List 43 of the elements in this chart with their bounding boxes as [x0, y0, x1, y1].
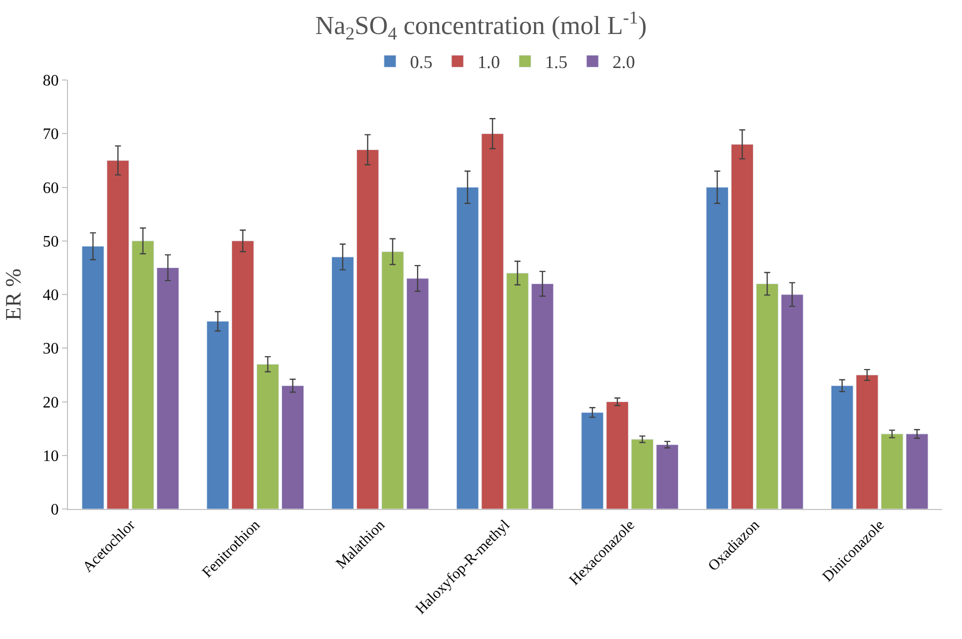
bar [856, 374, 878, 509]
bar [106, 160, 130, 509]
bar [331, 256, 354, 509]
bar [730, 144, 754, 509]
bar [132, 240, 154, 509]
bar [282, 385, 304, 509]
y-tick-label: 20 [42, 394, 59, 412]
bar [156, 267, 180, 509]
bar [780, 294, 804, 509]
legend-label: 1.0 [478, 52, 500, 72]
bar [381, 251, 404, 509]
bar [506, 272, 529, 509]
bar [206, 321, 230, 509]
bar [531, 284, 554, 509]
bar [456, 187, 479, 509]
bar [656, 444, 679, 509]
bar [581, 412, 604, 509]
bar [406, 278, 429, 509]
bar [631, 439, 654, 509]
y-tick-label: 10 [42, 448, 59, 465]
bar [756, 284, 778, 509]
bar [906, 434, 928, 509]
bar [232, 240, 254, 509]
bar [706, 187, 728, 509]
bar [256, 364, 280, 509]
bar [880, 434, 904, 509]
chart-title: Na$_{2}$SO$_{4}$ concentration (mol L$^{-1}$) [315, 7, 647, 44]
bar [606, 402, 629, 509]
legend-label: 0.5 [410, 52, 432, 72]
bar [82, 246, 104, 509]
y-tick-label: 80 [42, 72, 59, 90]
y-tick-label: 0 [50, 502, 59, 519]
legend-label: 2.0 [612, 52, 635, 72]
y-tick-label: 40 [42, 287, 59, 304]
bar [830, 385, 854, 509]
y-tick-label: 50 [42, 233, 59, 250]
bar [356, 149, 379, 509]
y-tick-label: 60 [42, 180, 59, 197]
y-axis-title: ER % [0, 268, 26, 320]
y-tick-label: 30 [42, 340, 59, 358]
legend-label: 1.5 [545, 52, 568, 72]
bar [481, 133, 504, 509]
y-tick-label: 70 [42, 126, 59, 144]
